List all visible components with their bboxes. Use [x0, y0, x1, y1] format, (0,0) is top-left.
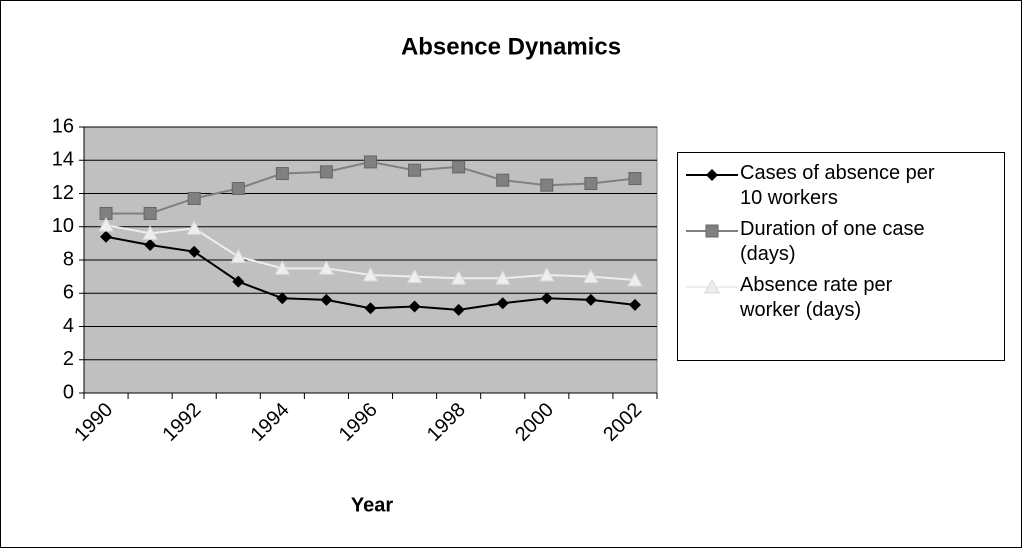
y-tick-label: 16: [52, 115, 74, 137]
point: [100, 230, 113, 243]
point: [628, 298, 641, 311]
y-tick-label: 6: [63, 282, 74, 304]
point: [627, 271, 643, 287]
point: [187, 191, 201, 205]
y-tick-label: 2: [63, 348, 74, 370]
legend-swatch: [686, 278, 738, 294]
point: [538, 266, 555, 282]
legend-marker: [705, 224, 719, 238]
point: [494, 270, 511, 285]
legend-item: Absence rate per worker (days): [684, 273, 1004, 323]
point: [540, 292, 553, 305]
y-tick-label: 0: [63, 381, 74, 403]
point: [186, 220, 203, 235]
y-tick-label: 4: [63, 315, 74, 337]
point: [144, 239, 157, 252]
x-axis-title: Year: [351, 494, 393, 516]
y-tick-label: 8: [63, 248, 74, 270]
point: [230, 248, 247, 264]
point: [319, 165, 333, 179]
point: [231, 182, 245, 196]
point: [98, 217, 114, 232]
point: [450, 270, 467, 285]
point: [408, 163, 422, 177]
point: [584, 293, 597, 306]
legend-item: Cases of absence per 10 workers: [684, 161, 1004, 211]
point: [143, 206, 157, 220]
point: [362, 266, 379, 282]
point: [142, 225, 158, 240]
legend-label: Cases of absence per 10 workers: [740, 162, 935, 209]
point: [406, 268, 423, 284]
point: [364, 155, 377, 169]
point: [276, 292, 289, 305]
point: [274, 260, 291, 275]
y-tick-label: 10: [52, 215, 74, 237]
point: [232, 275, 245, 288]
point: [584, 177, 598, 191]
legend-marker: [706, 169, 718, 181]
y-tick-label: 12: [52, 182, 74, 204]
point: [452, 160, 466, 174]
legend-marker: [704, 278, 720, 294]
point: [408, 300, 421, 313]
legend-label: Absence rate per worker (days): [740, 274, 893, 321]
chart-title: Absence Dynamics: [401, 33, 621, 60]
point: [496, 297, 509, 310]
point: [452, 303, 465, 316]
legend: Cases of absence per 10 workers Duration …: [677, 152, 1005, 361]
point: [540, 178, 554, 192]
y-tick-label: 14: [52, 149, 74, 171]
point: [320, 293, 333, 306]
point: [318, 260, 335, 275]
point: [364, 302, 377, 315]
point: [496, 173, 510, 187]
legend-swatch: [686, 169, 738, 181]
point: [188, 245, 201, 258]
legend-label: Duration of one case (days): [740, 218, 925, 265]
legend-item: Duration of one case (days): [684, 217, 1004, 267]
point: [583, 268, 599, 284]
point: [275, 167, 289, 181]
legend-swatch: [686, 224, 738, 238]
point: [628, 172, 642, 186]
